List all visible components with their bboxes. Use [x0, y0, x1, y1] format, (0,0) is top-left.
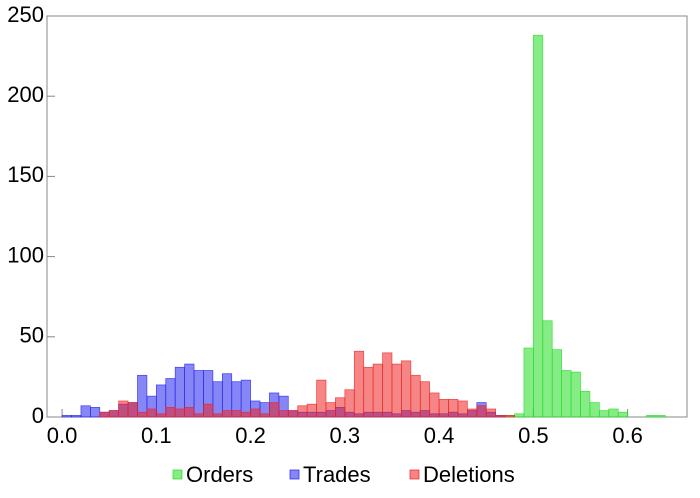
x-tick-label: 0.5 [518, 423, 549, 448]
bar [231, 410, 242, 418]
bar [165, 407, 176, 418]
bar [99, 411, 110, 418]
bar [250, 408, 261, 418]
legend-label: Trades [303, 462, 371, 487]
bar [542, 320, 553, 418]
y-tick-label: 150 [7, 162, 44, 187]
bar [504, 415, 515, 418]
bar [118, 400, 129, 418]
bar [598, 410, 610, 418]
bar [80, 405, 91, 418]
plot-frame [46, 15, 688, 418]
bar [514, 413, 525, 418]
bar [212, 413, 223, 418]
bar [495, 415, 506, 418]
bar [589, 402, 600, 418]
bar [155, 413, 167, 418]
y-tick-label: 200 [7, 82, 44, 107]
bar [90, 407, 101, 418]
bar [240, 411, 251, 418]
bar [533, 34, 544, 418]
bar [372, 363, 383, 418]
bar [146, 408, 157, 418]
bar [401, 360, 412, 418]
bar [269, 402, 280, 418]
bar [467, 408, 478, 418]
bar [551, 349, 562, 418]
bar [617, 411, 628, 418]
bar [353, 350, 365, 418]
x-tick-label: 0.4 [424, 423, 455, 448]
bar [448, 399, 459, 418]
y-tick-label: 100 [7, 242, 44, 267]
x-tick-label: 0.3 [330, 423, 361, 448]
legend-swatch [409, 469, 420, 480]
bar [108, 410, 119, 418]
bar [382, 352, 393, 418]
bar [655, 415, 666, 418]
bar [184, 407, 195, 418]
bar [127, 402, 138, 418]
bar [476, 405, 487, 418]
bar [391, 363, 402, 418]
bar [306, 403, 317, 418]
bar [297, 405, 308, 418]
x-tick-label: 0.6 [612, 423, 643, 448]
bar [137, 374, 148, 418]
bar [137, 411, 148, 418]
bar [259, 413, 270, 418]
bar [335, 397, 346, 418]
y-tick-label: 0 [32, 403, 44, 428]
bar [419, 381, 431, 418]
bar [71, 415, 82, 418]
bar [485, 408, 497, 418]
bar [580, 390, 591, 418]
bar [570, 371, 581, 418]
bar [410, 374, 421, 418]
bar [344, 389, 355, 418]
bar [155, 384, 167, 418]
bar [287, 410, 299, 418]
bar [240, 379, 251, 418]
bar [325, 402, 336, 418]
bar [438, 399, 449, 418]
x-tick-label: 0.1 [141, 423, 172, 448]
y-tick-label: 50 [20, 323, 44, 348]
legend-swatch [289, 469, 300, 480]
bar [561, 370, 572, 418]
bar [429, 392, 440, 418]
legend-label: Orders [186, 462, 253, 487]
legend-label: Deletions [423, 462, 515, 487]
bar [174, 408, 185, 418]
bar [457, 400, 468, 418]
y-tick-label: 250 [7, 2, 44, 27]
bar [193, 370, 204, 418]
bar [316, 379, 327, 418]
bar [212, 381, 223, 418]
bar [363, 366, 374, 418]
bar [608, 408, 619, 418]
bar [278, 410, 289, 418]
x-tick-label: 0.0 [47, 423, 78, 448]
legend-swatch [172, 469, 183, 480]
bar [646, 415, 657, 418]
x-tick-label: 0.2 [235, 423, 266, 448]
bar [523, 347, 534, 418]
bar [203, 403, 214, 418]
bar [61, 415, 72, 418]
bar [221, 410, 233, 418]
bar [193, 413, 204, 418]
